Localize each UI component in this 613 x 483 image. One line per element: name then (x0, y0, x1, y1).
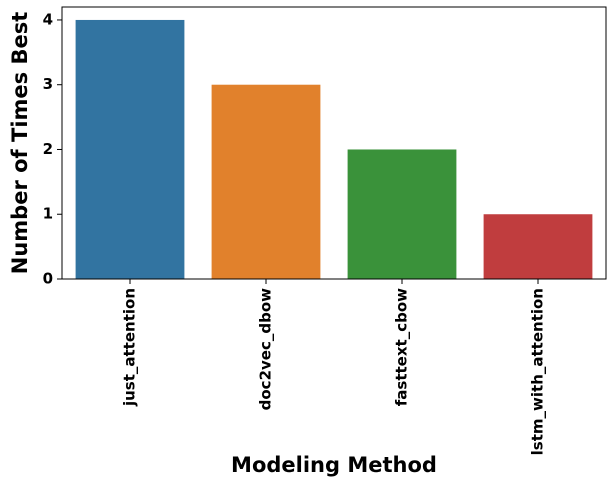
x-tick-label: fasttext_cbow (393, 288, 411, 406)
bars-layer (75, 19, 593, 279)
y-axis-title: Number of Times Best (8, 12, 32, 274)
x-axis-ticks: just_attention doc2vec_dbow fasttext_cbow l… (121, 279, 547, 455)
y-tick-label: 3 (43, 75, 53, 93)
bar-lstm-with-attention (483, 214, 593, 279)
x-tick-label: just_attention (121, 288, 139, 407)
y-tick-label: 0 (43, 270, 53, 288)
bar-doc2vec-dbow (211, 84, 321, 279)
y-tick-label: 2 (43, 140, 53, 158)
bar-just-attention (75, 19, 185, 279)
y-tick-label: 4 (43, 10, 53, 28)
x-tick-label: doc2vec_dbow (257, 288, 275, 410)
x-tick-label: lstm_with_attention (529, 288, 547, 455)
bar-fasttext-cbow (347, 149, 457, 279)
y-tick-label: 1 (43, 205, 53, 223)
y-axis-ticks: 0 1 2 3 4 (43, 10, 62, 288)
plot-frame (61, 6, 607, 280)
x-axis-title: Modeling Method (231, 453, 437, 477)
